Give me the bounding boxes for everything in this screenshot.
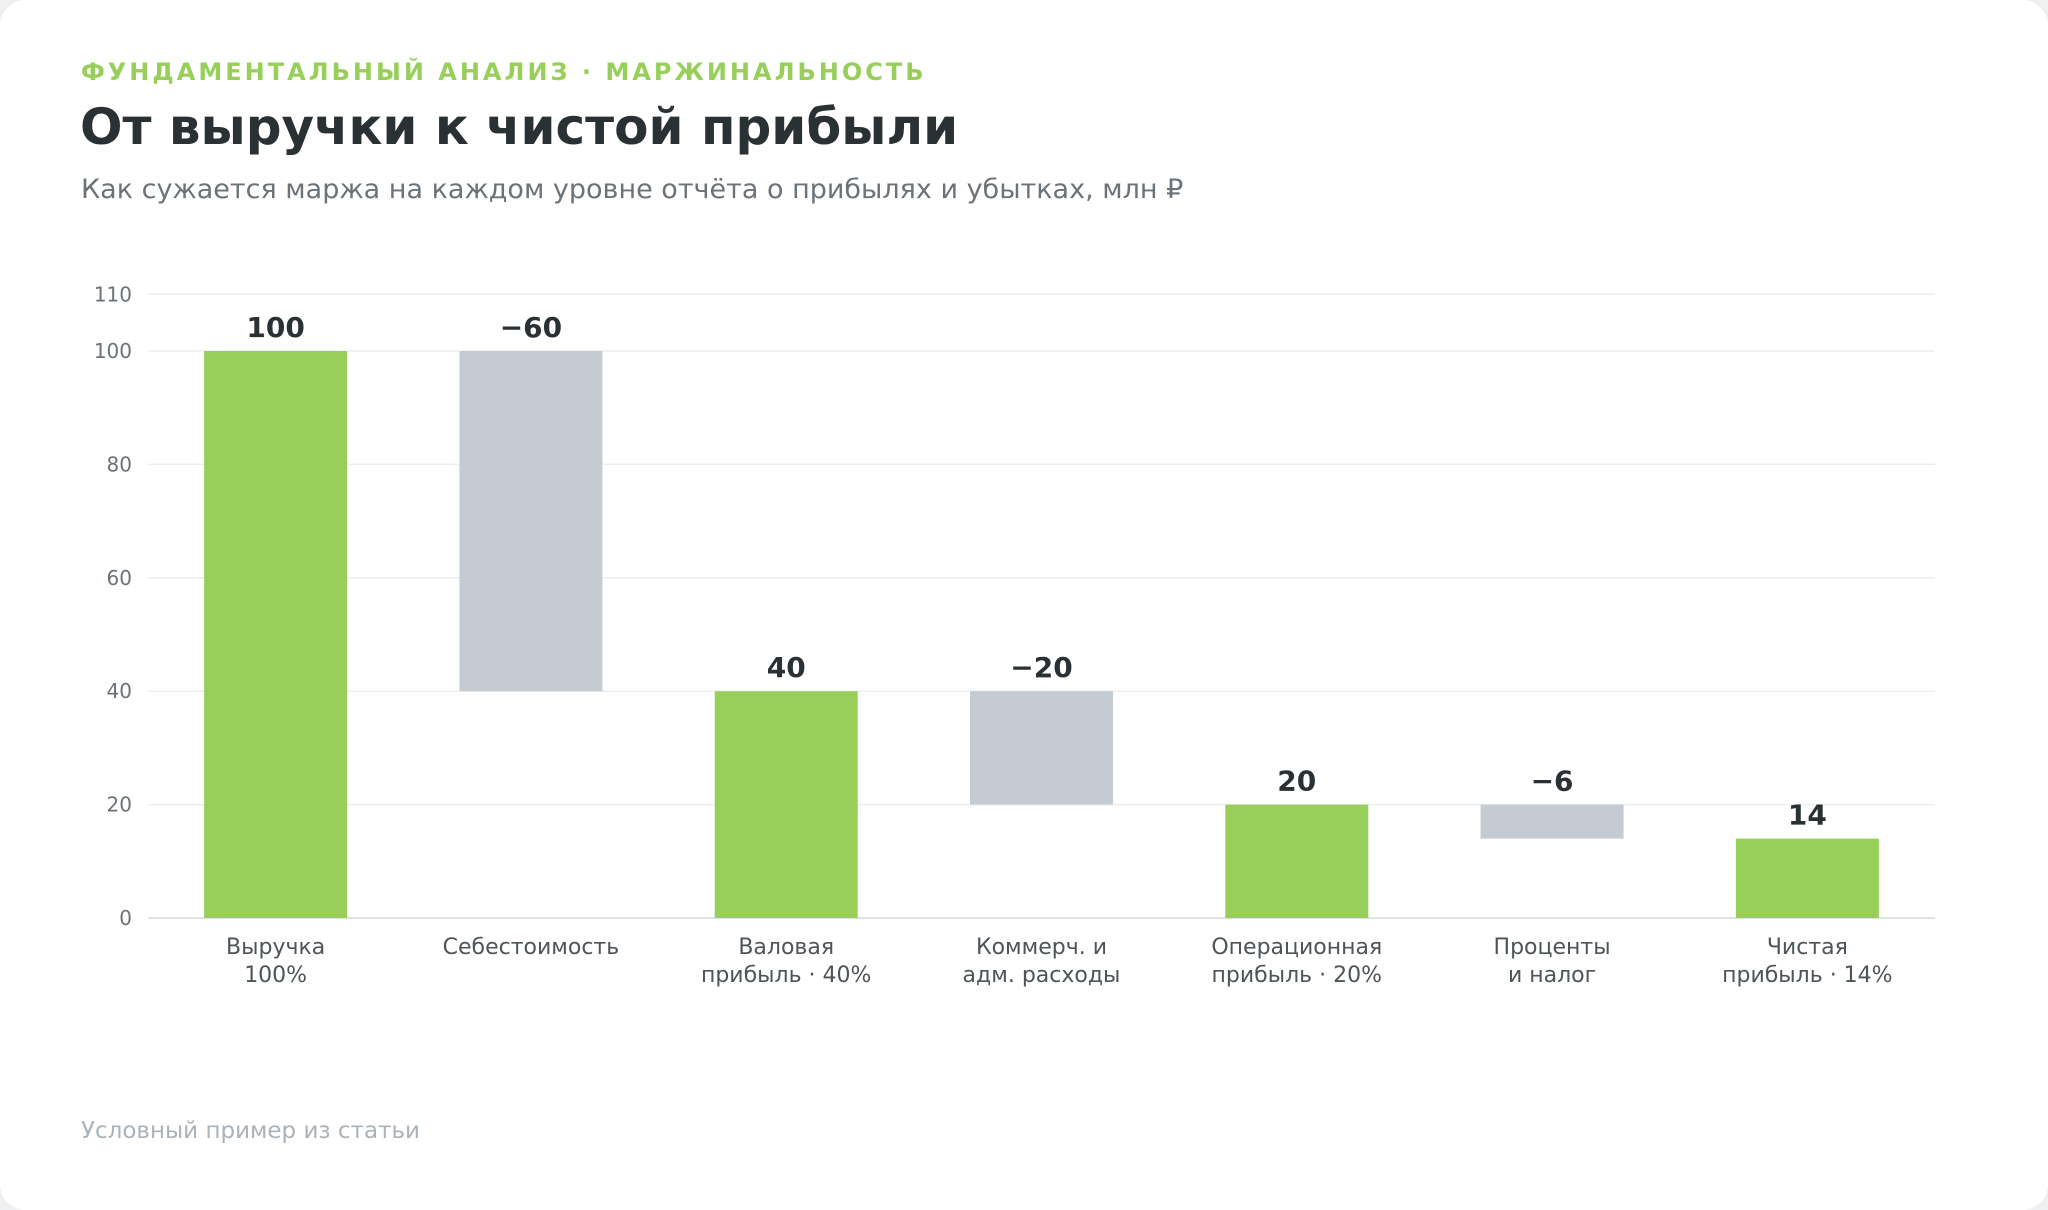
bar-value-label: 20	[1277, 765, 1316, 798]
chart-subtitle: Как сужается маржа на каждом уровне отчё…	[81, 174, 1184, 205]
x-category-label: Коммерч. и	[976, 935, 1107, 960]
bar-value-label: −6	[1531, 765, 1574, 798]
x-category-label: Валовая	[738, 935, 834, 960]
bar-value-label: −20	[1010, 651, 1072, 684]
x-category-label: прибыль · 14%	[1722, 963, 1893, 988]
x-category-label: 100%	[244, 963, 307, 988]
x-category-label: Чистая	[1767, 935, 1848, 960]
chart-eyebrow: ФУНДАМЕНТАЛЬНЫЙ АНАЛИЗ · МАРЖИНАЛЬНОСТЬ	[81, 58, 927, 86]
y-tick-label: 80	[107, 452, 132, 476]
x-category-label: Проценты	[1494, 935, 1611, 960]
decrease-bar	[459, 351, 603, 692]
x-category-label: прибыль · 40%	[701, 963, 872, 988]
bar-value-label: 14	[1788, 799, 1827, 832]
x-category-label: Себестоимость	[443, 935, 620, 960]
y-tick-label: 20	[107, 793, 132, 817]
y-tick-label: 40	[107, 679, 132, 703]
chart-title: От выручки к чистой прибыли	[80, 98, 959, 156]
y-tick-label: 100	[94, 339, 132, 363]
footnote: Условный пример из статьи	[81, 1118, 420, 1144]
x-category-label: адм. расходы	[963, 963, 1121, 988]
y-tick-label: 0	[119, 906, 132, 930]
total-bar	[714, 691, 858, 918]
bar-value-label: 40	[767, 651, 806, 684]
x-category-label: и налог	[1508, 963, 1596, 988]
x-category-label: Выручка	[226, 935, 325, 960]
total-bar	[1225, 804, 1369, 918]
y-tick-label: 110	[94, 282, 132, 306]
total-bar	[204, 351, 348, 918]
decrease-bar	[970, 691, 1113, 805]
x-category-label: прибыль · 20%	[1212, 963, 1383, 988]
total-bar	[1735, 838, 1879, 918]
x-category-label: Операционная	[1211, 935, 1382, 960]
bar-value-label: 100	[246, 311, 304, 344]
y-tick-label: 60	[107, 566, 132, 590]
decrease-bar	[1480, 804, 1624, 839]
bar-value-label: −60	[500, 311, 562, 344]
